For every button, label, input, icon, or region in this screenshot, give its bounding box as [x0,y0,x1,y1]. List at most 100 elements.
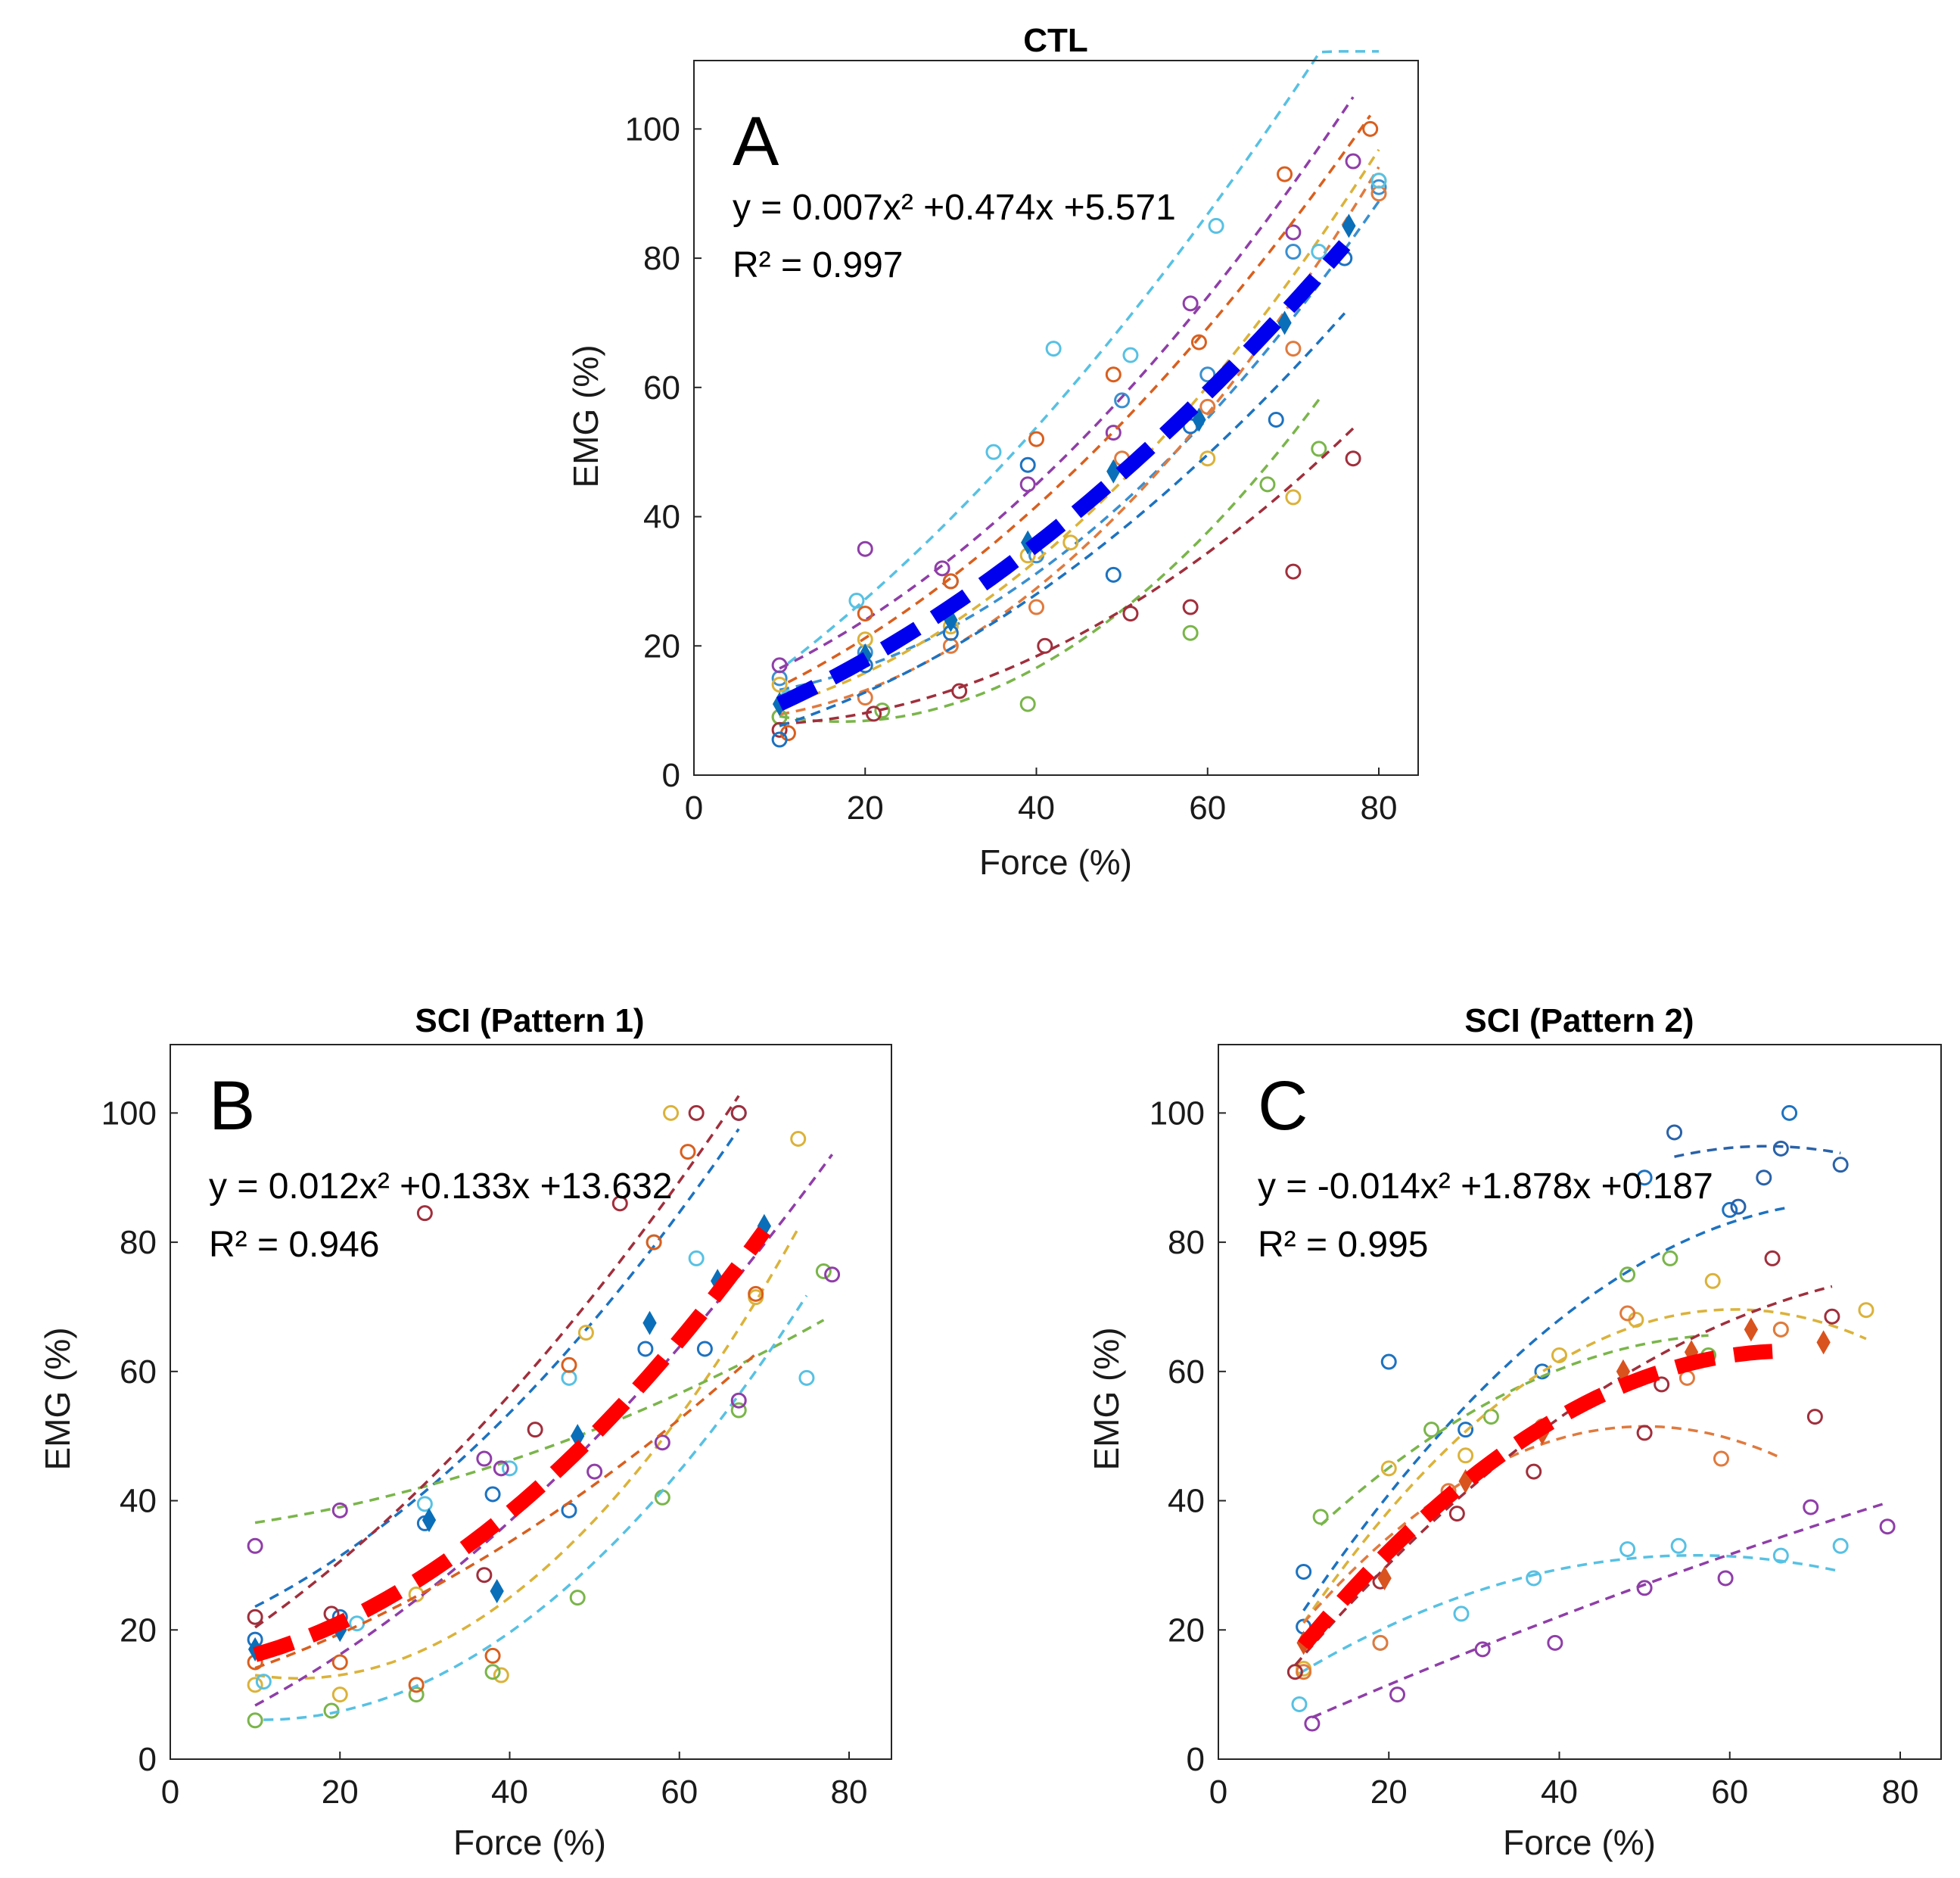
subject-data-point [680,1144,696,1160]
x-tick-label: 60 [661,1774,698,1811]
group-mean-marker [1816,1330,1831,1355]
group-mean-marker [1377,1565,1392,1590]
subject-fit-line [787,114,1372,684]
subject-data-point [1458,1422,1474,1438]
subject-data-point [1311,441,1327,457]
subject-data-point [331,1686,348,1703]
subject-data-point [1345,450,1361,467]
subject-fit-line [1302,1308,1867,1624]
chart-title: SCI (Pattern 2) [1464,1002,1694,1039]
subject-data-point [247,1537,263,1554]
x-tick-label: 0 [161,1774,179,1811]
subject-data-point [1636,1580,1653,1596]
subject-data-point [502,1460,518,1477]
subject-fit-line [254,1319,825,1525]
group-mean-marker [490,1579,504,1604]
subject-data-point [1372,1634,1389,1651]
subject-data-point [1453,1605,1470,1622]
chart-title: CTL [1023,22,1088,59]
subject-data-point [688,1250,705,1266]
subject-data-point [1526,1570,1542,1587]
subject-data-point [815,1263,832,1280]
subject-data-point [1105,366,1122,383]
subject-data-point [1806,1409,1823,1425]
fit-equation: y = -0.014x² +1.878x +0.187 [1258,1166,1713,1207]
subject-data-point [798,1369,815,1386]
subject-data-point [1670,1537,1687,1554]
subject-data-point [247,1712,263,1729]
subject-data-point [1019,476,1036,493]
subject-fit-line [263,1294,808,1721]
subject-data-point [771,731,788,748]
fit-equation: y = 0.007x² +0.474x +5.571 [733,188,1176,228]
subject-fit-line [254,1228,800,1680]
panel-b-sci-pattern-1: SCI (Pattern 1) EMG (%) Force (%) 0 20 40 6… [38,1002,892,1862]
x-tick-label: 40 [491,1774,528,1811]
subject-data-point [561,1369,577,1386]
r-squared: R² = 0.997 [733,245,903,285]
subject-fit-line [779,398,1321,724]
y-tick-label: 100 [101,1095,157,1132]
subject-data-point [688,1104,705,1121]
subject-data-point [1756,1169,1772,1186]
x-tick-label: 20 [1370,1774,1408,1811]
subject-data-point [1370,179,1387,195]
subject-data-point [1832,1537,1849,1554]
group-fit-line [1297,1344,1773,1651]
subject-data-point [1619,1266,1636,1283]
chart-title: SCI (Pattern 1) [415,1002,644,1039]
subject-data-point [942,573,959,590]
subject-data-point [1311,244,1327,260]
subject-fit-line [779,148,1380,708]
subject-data-point [1285,489,1302,506]
subject-data-point [1291,1696,1308,1712]
subject-data-point [985,444,1002,460]
subject-data-point [848,593,865,609]
subject-data-point [561,1356,577,1373]
subject-data-point [1182,599,1199,615]
subject-data-point [1277,166,1293,182]
group-fit-line [253,1226,770,1662]
subject-fit-line [1294,1285,1833,1667]
y-tick-label: 0 [1187,1741,1205,1778]
axes-frame [1218,1044,1942,1760]
subject-data-point [1654,1376,1670,1393]
subject-fit-line [779,96,1355,670]
y-axis-label: EMG (%) [38,1327,77,1470]
subject-data-point [1772,1140,1789,1157]
subject-data-point [323,1702,340,1719]
subject-data-point [1380,1460,1397,1477]
subject-data-point [1019,456,1036,473]
subject-data-point [331,1502,348,1518]
subject-data-point [1345,153,1361,170]
subject-data-point [1362,120,1379,137]
y-tick-label: 100 [1150,1095,1205,1132]
subject-data-point [1458,1447,1474,1464]
subject-data-point [1268,412,1284,428]
y-tick-label: 60 [1168,1353,1205,1391]
subject-data-point [1028,599,1044,615]
x-tick-label: 20 [847,790,884,827]
x-tick-label: 40 [1541,1774,1578,1811]
subject-data-point [484,1486,501,1503]
y-tick-label: 80 [1168,1224,1205,1261]
subject-data-point [1389,1686,1406,1703]
subject-data-point [771,721,788,738]
subject-data-point [1199,398,1216,415]
subject-data-point [1105,425,1122,441]
subject-data-point [408,1677,425,1693]
subject-data-point [1285,563,1302,580]
subject-data-point [1824,1308,1840,1325]
subject-data-point [484,1647,501,1664]
subject-data-point [527,1422,543,1438]
subject-data-point [1114,392,1131,409]
r-squared: R² = 0.946 [209,1225,379,1265]
subject-data-point [1636,1169,1653,1186]
subject-data-point [1722,1201,1738,1218]
x-tick-label: 60 [1711,1774,1748,1811]
subject-data-point [771,676,788,693]
subject-data-point [416,1205,433,1222]
subject-data-point [1208,217,1224,234]
subject-data-point [1190,334,1207,350]
